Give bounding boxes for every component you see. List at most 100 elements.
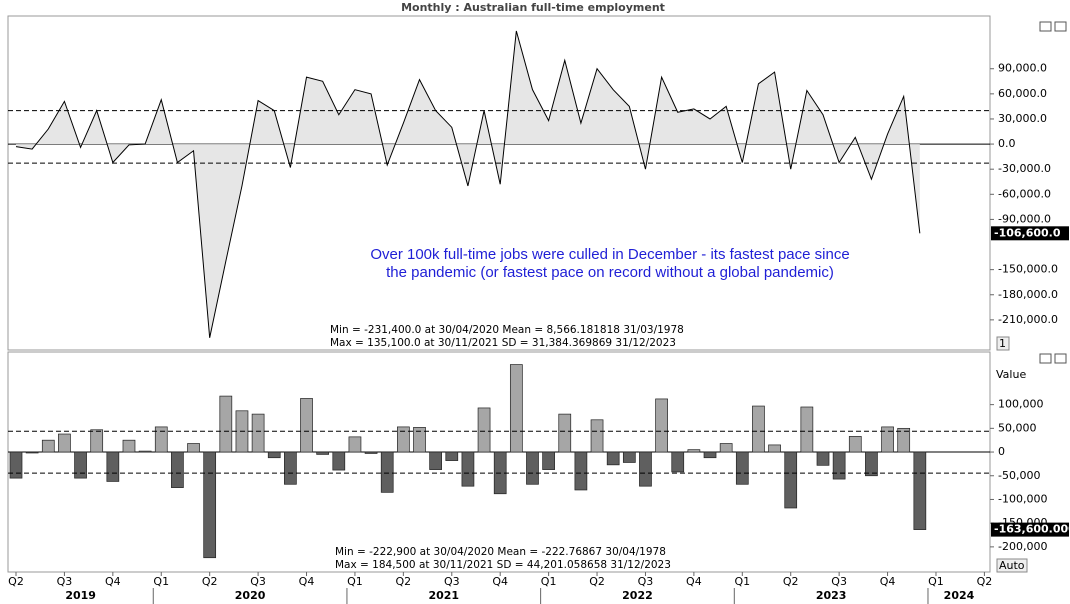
- bar: [606, 451, 620, 466]
- bar: [74, 451, 87, 479]
- bar: [300, 398, 313, 453]
- close-button[interactable]: [1054, 21, 1067, 32]
- bar: [735, 451, 749, 485]
- bar: [445, 451, 459, 461]
- y-tick-label: 100,000: [998, 398, 1044, 411]
- year-label: 2024: [944, 589, 975, 602]
- bar: [865, 451, 878, 477]
- bar: [574, 451, 588, 491]
- bar: [816, 451, 830, 466]
- bar: [639, 451, 652, 487]
- bar: [138, 450, 152, 453]
- bar: [719, 443, 733, 453]
- x-tick-label: Q3: [638, 575, 654, 588]
- x-tick-label: Q3: [831, 575, 847, 588]
- x-tick-label: Q2: [783, 575, 799, 588]
- bar: [397, 426, 410, 453]
- y-tick-label: 90,000.0: [998, 62, 1047, 75]
- bar: [542, 451, 555, 470]
- minimize-button[interactable]: [1039, 21, 1052, 32]
- bar: [203, 451, 217, 559]
- bar: [348, 436, 362, 453]
- bar: [90, 429, 104, 453]
- y-tick-label: 50,000: [998, 421, 1037, 434]
- y-tick-label: -100,000: [998, 492, 1047, 505]
- y-tick-label: -50,000: [998, 469, 1040, 482]
- bar: [413, 427, 426, 453]
- bar: [122, 439, 136, 453]
- y-tick-label: -150,000.0: [998, 263, 1058, 276]
- bar: [461, 451, 475, 487]
- year-label: 2020: [235, 589, 266, 602]
- bar: [171, 451, 184, 488]
- x-tick-label: Q4: [299, 575, 315, 588]
- bar: [558, 413, 572, 453]
- bar: [832, 451, 846, 480]
- x-tick-label: Q2: [977, 575, 993, 588]
- x-tick-label: Q4: [686, 575, 702, 588]
- bar: [477, 407, 491, 453]
- corner-label: 1: [999, 337, 1006, 350]
- bar: [881, 426, 894, 453]
- bar: [703, 451, 717, 459]
- annotation: Over 100k full-time jobs were culled in …: [370, 246, 849, 263]
- chart-title: Monthly : Australian full-time employmen…: [401, 1, 665, 14]
- x-tick-label: Q1: [928, 575, 944, 588]
- bar: [58, 433, 71, 453]
- stats: Min = -222,900 at 30/04/2020 Mean = -222…: [335, 546, 666, 558]
- x-tick-label: Q1: [734, 575, 750, 588]
- corner-box: [996, 558, 1028, 573]
- year-label: 2023: [816, 589, 847, 602]
- x-tick-label: Q1: [347, 575, 363, 588]
- stats: Min = -231,400.0 at 30/04/2020 Mean = 8,…: [330, 324, 684, 336]
- x-tick-label: Q3: [57, 575, 73, 588]
- bar: [187, 443, 200, 453]
- window-buttons[interactable]: [1039, 21, 1067, 364]
- y-tick-label: -200,000: [998, 540, 1047, 553]
- bar: [752, 405, 765, 453]
- corner-label: Auto: [999, 559, 1025, 572]
- x-tick-label: Q2: [396, 575, 412, 588]
- bar: [106, 451, 120, 482]
- x-tick-label: Q3: [444, 575, 460, 588]
- last-value-label: -163,600.000: [994, 523, 1070, 536]
- y-tick-label: 60,000.0: [998, 87, 1047, 100]
- bar: [913, 451, 927, 530]
- bar: [284, 451, 297, 485]
- stats: Max = 184,500 at 30/11/2021 SD = 44,201.…: [335, 559, 671, 571]
- bar: [687, 449, 701, 453]
- y-tick-label: 0.0: [998, 137, 1016, 150]
- bar: [9, 451, 23, 479]
- annotation: the pandemic (or fastest pace on record …: [386, 264, 834, 281]
- bar: [671, 451, 685, 473]
- y-tick-label: -180,000.0: [998, 288, 1058, 301]
- bar: [622, 451, 636, 463]
- bar: [267, 451, 281, 459]
- bar: [590, 419, 604, 453]
- bar: [897, 427, 911, 453]
- minimize-button[interactable]: [1039, 353, 1052, 364]
- y-tick-label: -60,000.0: [998, 187, 1051, 200]
- year-label: 2022: [622, 589, 653, 602]
- y-tick-label: 0: [998, 445, 1005, 458]
- year-label: 2019: [65, 589, 96, 602]
- line: [15, 30, 921, 338]
- bar: [219, 395, 233, 453]
- x-tick-label: Q2: [589, 575, 605, 588]
- last-value-box: [991, 226, 1069, 241]
- bar: [768, 444, 781, 453]
- bar: [655, 398, 668, 453]
- corner-box: [996, 336, 1010, 351]
- y-tick-label: -210,000.0: [998, 313, 1058, 326]
- bar: [41, 439, 55, 453]
- last-value-box: [991, 522, 1069, 537]
- x-tick-label: Q4: [880, 575, 896, 588]
- bar: [848, 436, 862, 453]
- last-value-label: -106,600.0: [994, 226, 1061, 239]
- close-button[interactable]: [1054, 353, 1067, 364]
- bar: [800, 406, 814, 453]
- x-tick-label: Q4: [492, 575, 508, 588]
- x-tick-label: Q1: [541, 575, 557, 588]
- bar: [316, 451, 330, 455]
